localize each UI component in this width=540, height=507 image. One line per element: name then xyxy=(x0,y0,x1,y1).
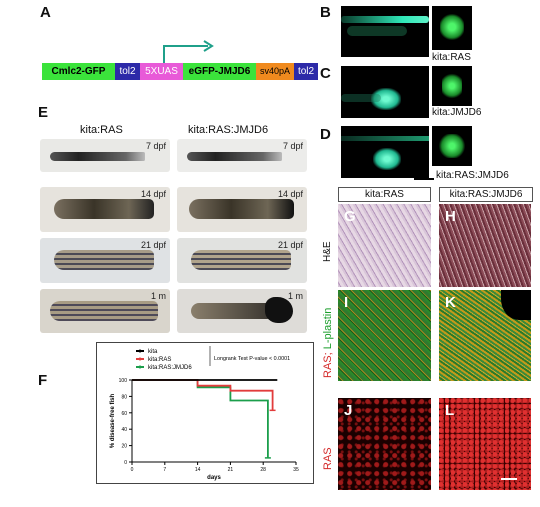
fluorescence-inset-b xyxy=(432,6,472,50)
x-axis-label: days xyxy=(207,475,221,481)
y-tick-label: 80 xyxy=(121,394,127,400)
stage-label: 14 dpf xyxy=(277,189,303,199)
stage-label: 21 dpf xyxy=(140,240,166,250)
pvalue-annotation: Longrank Test P-value < 0.0001 xyxy=(214,356,290,362)
panel-label-c: C xyxy=(320,65,331,82)
legend-marker xyxy=(138,349,142,353)
column-header-kita-ras: kita:RAS xyxy=(80,124,123,136)
stage-label: 7 dpf xyxy=(145,141,166,151)
label-kita-ras-jmjd6-d: kita:RAS:JMJD6 xyxy=(436,170,509,181)
fish-photo-ras-7dpf: 7 dpf xyxy=(40,139,170,172)
stage-label: 21 dpf xyxy=(277,240,303,250)
ras-image-l: L xyxy=(439,398,531,490)
panel-label-j: J xyxy=(344,402,353,419)
x-tick-label: 14 xyxy=(195,467,201,473)
legend-marker xyxy=(138,365,142,369)
fish-photo-ras-1m: 1 m xyxy=(40,289,170,333)
stage-label: 14 dpf xyxy=(140,189,166,199)
x-tick-label: 21 xyxy=(228,467,234,473)
fluorescence-image-d xyxy=(341,126,429,178)
promoter-arrow-icon xyxy=(163,40,214,64)
panel-label-b: B xyxy=(320,4,331,21)
legend-entry: kita:RAS:JMJD6 xyxy=(148,365,192,371)
egfp-jmjd6-segment: eGFP-JMJD6 xyxy=(183,63,256,80)
histo-header-left: kita:RAS xyxy=(338,187,431,202)
tol2-left-segment: tol2 xyxy=(115,63,140,80)
x-tick-label: 28 xyxy=(260,467,266,473)
chart-frame xyxy=(96,342,314,484)
ras-lplastin-image-k: K xyxy=(439,290,531,381)
fish-photo-ras-14dpf: 14 dpf xyxy=(40,187,170,232)
y-axis-label: % disease-free fish xyxy=(110,393,116,448)
label-kita-jmjd6-c: kita:JMJD6 xyxy=(432,107,482,118)
stage-label: 1 m xyxy=(150,291,166,301)
fluorescence-inset-c xyxy=(432,66,472,106)
series-line xyxy=(132,379,269,458)
y-tick-label: 100 xyxy=(119,378,128,384)
panel-label-k: K xyxy=(445,294,456,311)
series-line xyxy=(132,379,274,411)
cmlc2-gfp-segment: Cmlc2-GFP xyxy=(42,63,115,80)
survival-chart: 0 20 40 60 80 100 0 7 14 21 28 35 days % disease-free… xyxy=(96,342,314,484)
scale-bar-l xyxy=(501,478,517,480)
panel-label-h: H xyxy=(445,208,456,225)
histo-header-right: kita:RAS:JMJD6 xyxy=(439,187,533,202)
fluorescence-inset-d xyxy=(432,126,472,166)
panel-label-e: E xyxy=(38,104,49,121)
legend-marker xyxy=(138,357,142,361)
stage-label: 7 dpf xyxy=(282,141,303,151)
y-tick-label: 60 xyxy=(121,411,127,417)
row-label-lplastin-part: L-plastin xyxy=(322,307,334,353)
row-label-he: H&E xyxy=(322,241,333,262)
he-image-g: G xyxy=(338,204,431,287)
panel-label-g: G xyxy=(344,208,356,225)
panel-label-a: A xyxy=(40,4,51,21)
uas-segment: 5XUAS xyxy=(140,63,183,80)
panel-label-d: D xyxy=(320,126,331,143)
fish-photo-ras-21dpf: 21 dpf xyxy=(40,238,170,283)
fish-photo-jmjd6-21dpf: 21 dpf xyxy=(177,238,307,283)
panel-label-i: I xyxy=(344,294,349,311)
tol2-right-segment: tol2 xyxy=(294,63,318,80)
stage-label: 1 m xyxy=(287,291,303,301)
legend-entry: kita xyxy=(148,349,158,355)
fish-photo-jmjd6-7dpf: 7 dpf xyxy=(177,139,307,172)
scale-bar-d xyxy=(414,178,434,180)
y-tick-label: 20 xyxy=(121,444,127,450)
row-label-ras-lplastin: RAS; L-plastin xyxy=(322,308,334,378)
sv40pa-segment: sv40pA xyxy=(256,63,294,80)
row-label-ras-part: RAS; xyxy=(322,352,334,378)
he-image-h: H xyxy=(439,204,531,287)
column-header-kita-ras-jmjd6: kita:RAS:JMJD6 xyxy=(188,124,269,136)
legend-entry: kita:RAS xyxy=(148,357,171,363)
y-tick-label: 40 xyxy=(121,427,127,433)
ras-image-j: J xyxy=(338,398,431,490)
row-label-ras: RAS xyxy=(322,447,334,470)
fluorescence-image-c xyxy=(341,66,429,118)
panel-label-l: L xyxy=(445,402,455,419)
fluorescence-image-b xyxy=(341,6,429,57)
x-tick-label: 0 xyxy=(131,467,134,473)
fish-photo-jmjd6-14dpf: 14 dpf xyxy=(177,187,307,232)
panel-label-f: F xyxy=(38,372,48,389)
fish-photo-jmjd6-1m: 1 m xyxy=(177,289,307,333)
ras-lplastin-image-i: I xyxy=(338,290,431,381)
x-tick-label: 7 xyxy=(163,467,166,473)
y-tick-label: 0 xyxy=(124,460,127,466)
label-kita-ras-b: kita:RAS xyxy=(432,52,471,63)
x-tick-label: 35 xyxy=(293,467,299,473)
